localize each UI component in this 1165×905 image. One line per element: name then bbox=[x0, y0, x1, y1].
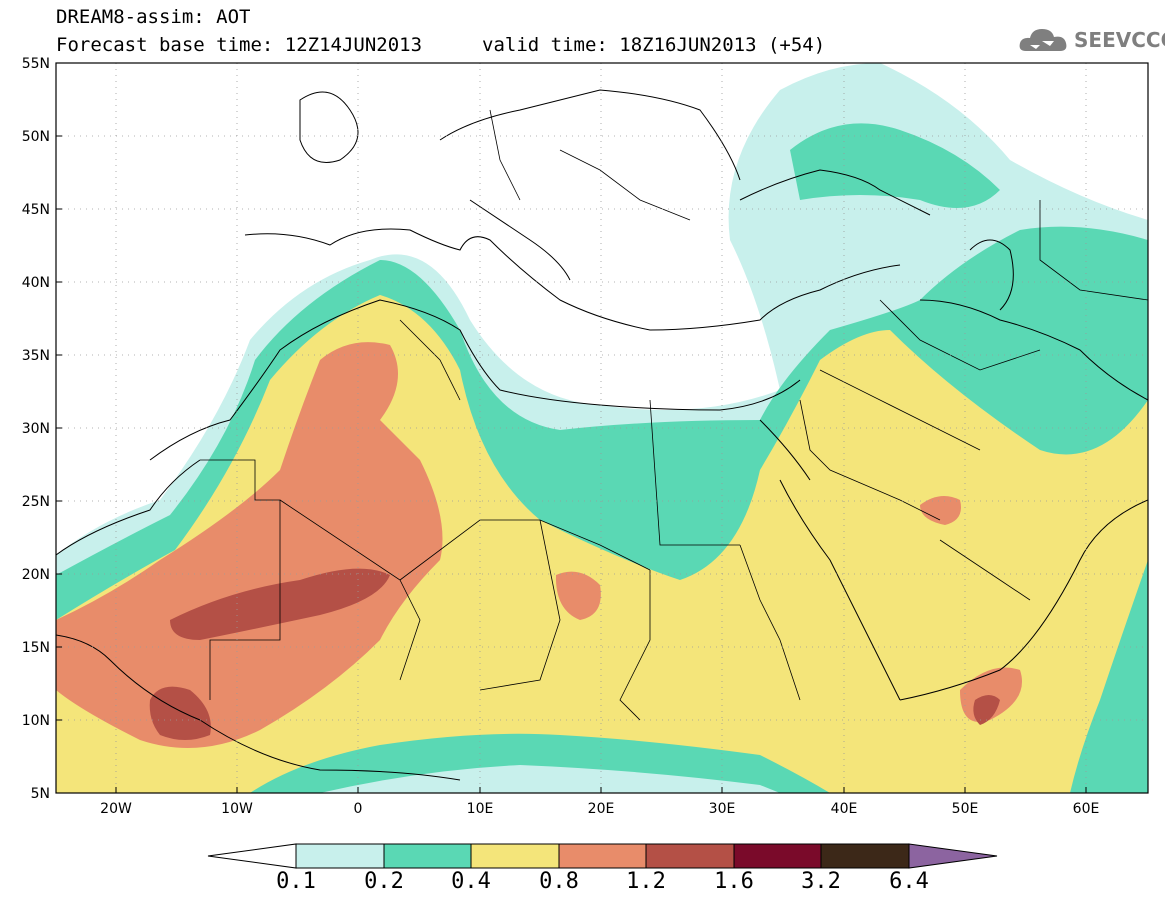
colorbar-label: 1.2 bbox=[626, 869, 666, 894]
longitude-labels: 20W 10W 0 10E 20E 30E 40E 50E 60E bbox=[100, 801, 1099, 817]
colorbar-bin bbox=[820, 843, 910, 869]
lat-label: 5N bbox=[31, 786, 50, 802]
colorbar-label: 0.8 bbox=[539, 869, 579, 894]
colorbar-low-arrow bbox=[207, 843, 297, 869]
gridlines bbox=[56, 63, 1148, 793]
lat-label: 55N bbox=[22, 56, 50, 72]
lon-label: 10E bbox=[467, 801, 494, 817]
lon-label: 20W bbox=[100, 801, 132, 817]
lat-label: 45N bbox=[22, 202, 50, 218]
lat-label: 15N bbox=[22, 640, 50, 656]
lon-label: 60E bbox=[1073, 801, 1100, 817]
colorbar-bin bbox=[383, 843, 472, 869]
map-title: DREAM8-assim: AOT bbox=[56, 6, 251, 28]
lon-label: 50E bbox=[952, 801, 979, 817]
colorbar bbox=[207, 843, 998, 869]
cloud-icon bbox=[1019, 29, 1067, 51]
lat-label: 25N bbox=[22, 494, 50, 510]
lon-label: 30E bbox=[709, 801, 736, 817]
lon-label: 20E bbox=[588, 801, 615, 817]
latitude-labels: 55N 50N 45N 40N 35N 30N 25N 20N 15N 10N … bbox=[22, 56, 50, 802]
colorbar-label: 0.2 bbox=[364, 869, 404, 894]
colorbar-bin bbox=[295, 843, 385, 869]
seevccc-logo: SEEVCCC bbox=[1018, 25, 1165, 55]
axis-ticks bbox=[56, 62, 1087, 793]
logo-text: SEEVCCC bbox=[1074, 28, 1165, 52]
valid-time-label: valid time: 18Z16JUN2013 (+54) bbox=[482, 34, 826, 56]
colorbar-bin bbox=[470, 843, 560, 869]
lon-label: 0 bbox=[354, 801, 363, 817]
colorbar-label: 3.2 bbox=[801, 869, 841, 894]
colorbar-label: 0.4 bbox=[451, 869, 491, 894]
lat-label: 30N bbox=[22, 421, 50, 437]
lon-label: 40E bbox=[831, 801, 858, 817]
lat-label: 40N bbox=[22, 275, 50, 291]
colorbar-bin bbox=[558, 843, 647, 869]
lat-label: 10N bbox=[22, 713, 50, 729]
colorbar-label: 0.1 bbox=[276, 869, 316, 894]
base-time-label: Forecast base time: 12Z14JUN2013 bbox=[56, 34, 423, 56]
colorbar-label: 1.6 bbox=[714, 869, 754, 894]
lat-label: 50N bbox=[22, 129, 50, 145]
colorbar-bin bbox=[645, 843, 735, 869]
lat-label: 20N bbox=[22, 567, 50, 583]
colorbar-high-arrow bbox=[908, 843, 998, 869]
lon-label: 10W bbox=[221, 801, 253, 817]
colorbar-label: 6.4 bbox=[889, 869, 929, 894]
lat-label: 35N bbox=[22, 348, 50, 364]
colorbar-bin bbox=[733, 843, 822, 869]
